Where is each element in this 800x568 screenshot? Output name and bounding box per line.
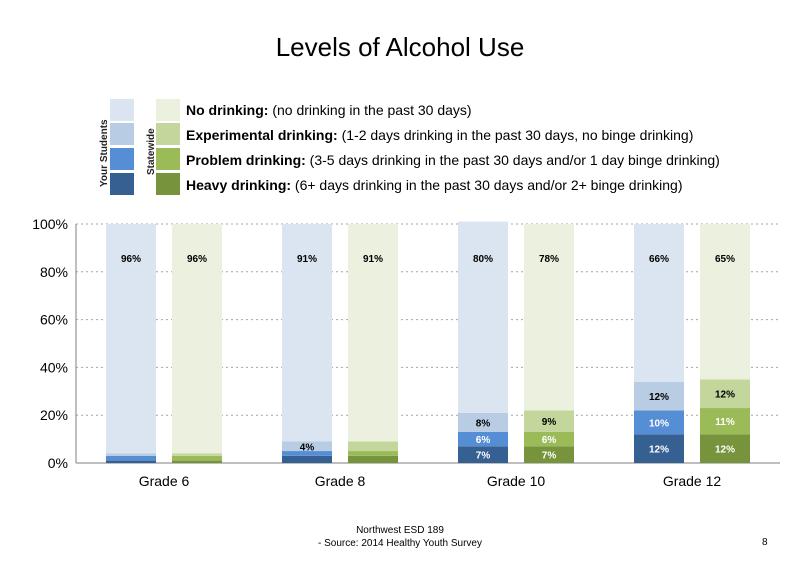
bar-your-students-heavy-drinking bbox=[458, 446, 508, 463]
bar-your-students-problem-drinking bbox=[458, 431, 508, 447]
bar-statewide-no-drinking bbox=[348, 224, 398, 442]
bar-statewide-heavy-drinking bbox=[524, 446, 574, 463]
legend-entry-problem-drinking: Problem drinking: (3-5 days drinking in … bbox=[186, 152, 720, 168]
bar-statewide-experimental-drinking bbox=[172, 453, 222, 456]
bar-your-students-problem-drinking bbox=[282, 451, 332, 456]
legend-entry-heavy-drinking: Heavy drinking: (6+ days drinking in the… bbox=[186, 177, 683, 193]
chart-title: Levels of Alcohol Use bbox=[275, 32, 525, 62]
bar-statewide-no-drinking bbox=[172, 224, 222, 454]
stacked-bar-chart: 0% 20% 40% 60% 80% 100% 96% 96% Grade 6 4% 91% 91% G… bbox=[32, 216, 780, 489]
y-tick-label: 80% bbox=[40, 264, 68, 280]
bar-your-students-heavy-drinking bbox=[282, 455, 332, 463]
bar-statewide-experimental-drinking bbox=[700, 379, 750, 409]
bar-your-students-heavy-drinking bbox=[106, 460, 156, 463]
data-label: 78% bbox=[539, 254, 559, 265]
data-label: 7% bbox=[542, 451, 557, 462]
legend-swatch-your-students-heavy bbox=[110, 173, 134, 195]
legend-swatch-statewide-heavy bbox=[156, 173, 180, 195]
bar-statewide-no-drinking bbox=[700, 224, 750, 380]
data-label: 8% bbox=[476, 418, 491, 429]
x-tick-label: Grade 12 bbox=[663, 473, 722, 489]
data-label: 4% bbox=[300, 442, 315, 453]
data-label: 7% bbox=[476, 451, 491, 462]
page-number: 8 bbox=[762, 537, 768, 548]
y-tick-label: 0% bbox=[48, 455, 68, 471]
legend: Your Students Statewide No drinking: (no… bbox=[96, 95, 776, 205]
legend-entry-no-drinking: No drinking: (no drinking in the past 30… bbox=[186, 102, 472, 118]
legend-swatch-your-students-experimental bbox=[110, 123, 134, 145]
y-tick-label: 20% bbox=[40, 407, 68, 423]
bar-statewide-heavy-drinking bbox=[348, 455, 398, 463]
y-tick-label: 60% bbox=[40, 312, 68, 328]
data-label: 6% bbox=[542, 435, 557, 446]
bar-statewide-no-drinking bbox=[524, 224, 574, 411]
bar-your-students-problem-drinking bbox=[634, 410, 684, 435]
data-label: 6% bbox=[476, 435, 491, 446]
bar-your-students-problem-drinking bbox=[106, 455, 156, 461]
data-label: 12% bbox=[715, 445, 735, 456]
bar-your-students-heavy-drinking bbox=[634, 434, 684, 463]
legend-swatch-statewide-problem bbox=[156, 148, 180, 170]
legend-swatch-your-students-problem bbox=[110, 148, 134, 170]
legend-swatch-statewide-no-drinking bbox=[156, 99, 180, 121]
data-label: 96% bbox=[121, 254, 141, 265]
x-tick-label: Grade 6 bbox=[139, 473, 190, 489]
data-label: 11% bbox=[715, 417, 735, 428]
y-tick-label: 100% bbox=[32, 216, 68, 232]
bar-statewide-experimental-drinking bbox=[524, 410, 574, 432]
bar-your-students-no-drinking bbox=[282, 224, 332, 442]
bar-your-students-experimental-drinking bbox=[458, 412, 508, 432]
legend-entry-experimental-drinking: Experimental drinking: (1-2 days drinkin… bbox=[186, 127, 694, 143]
bar-statewide-experimental-drinking bbox=[348, 441, 398, 452]
x-tick-label: Grade 10 bbox=[487, 473, 546, 489]
data-label: 96% bbox=[187, 254, 207, 265]
data-label: 10% bbox=[649, 418, 669, 429]
bar-statewide-heavy-drinking bbox=[172, 460, 222, 463]
footer-organization: Northwest ESD 189 bbox=[356, 525, 444, 536]
data-label: 66% bbox=[649, 254, 669, 265]
bar-statewide-problem-drinking bbox=[348, 451, 398, 456]
bar-your-students-experimental-drinking bbox=[634, 381, 684, 411]
data-label: 9% bbox=[542, 417, 557, 428]
data-label: 65% bbox=[715, 254, 735, 265]
bar-your-students-experimental-drinking bbox=[282, 441, 332, 452]
bar-statewide-problem-drinking bbox=[524, 431, 574, 447]
data-label: 91% bbox=[363, 254, 383, 265]
data-label: 12% bbox=[649, 392, 669, 403]
y-tick-label: 40% bbox=[40, 359, 68, 375]
data-label: 12% bbox=[649, 445, 669, 456]
data-label: 80% bbox=[473, 254, 493, 265]
x-tick-label: Grade 8 bbox=[315, 473, 366, 489]
bar-your-students-experimental-drinking bbox=[106, 453, 156, 456]
bar-your-students-no-drinking bbox=[106, 224, 156, 454]
data-label: 91% bbox=[297, 254, 317, 265]
bar-statewide-problem-drinking bbox=[172, 455, 222, 461]
bar-your-students-no-drinking bbox=[458, 221, 508, 413]
bar-statewide-heavy-drinking bbox=[700, 434, 750, 463]
legend-swatch-your-students-no-drinking bbox=[110, 99, 134, 121]
footer-source: - Source: 2014 Healthy Youth Survey bbox=[318, 538, 482, 549]
footer: Northwest ESD 189 - Source: 2014 Healthy… bbox=[280, 524, 520, 550]
legend-swatch-statewide-experimental bbox=[156, 123, 180, 145]
bar-statewide-problem-drinking bbox=[700, 408, 750, 435]
bar-your-students-no-drinking bbox=[634, 224, 684, 382]
data-label: 12% bbox=[715, 390, 735, 401]
